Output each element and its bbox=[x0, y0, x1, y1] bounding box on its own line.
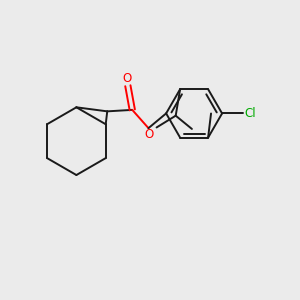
Text: O: O bbox=[123, 72, 132, 85]
Text: Cl: Cl bbox=[244, 107, 256, 120]
Text: O: O bbox=[144, 128, 154, 141]
